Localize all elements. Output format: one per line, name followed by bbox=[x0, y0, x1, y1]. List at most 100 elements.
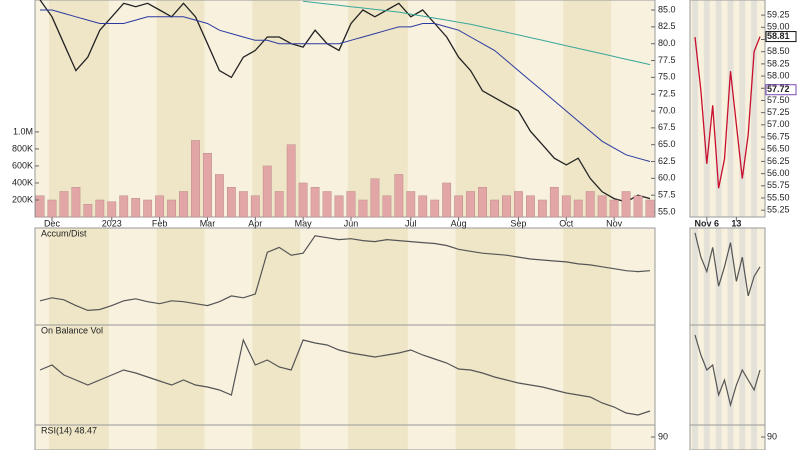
y-tick-label: 56.50 bbox=[767, 144, 790, 154]
day-band bbox=[739, 228, 746, 325]
month-band bbox=[48, 228, 109, 325]
x-tick-label: Sep bbox=[510, 218, 526, 228]
month-band bbox=[563, 228, 612, 325]
data-line bbox=[303, 0, 651, 66]
volume-bar bbox=[203, 152, 212, 218]
y-tick-label: 57.50 bbox=[767, 95, 790, 105]
volume-bar bbox=[442, 182, 452, 218]
volume-bar bbox=[549, 187, 559, 218]
month-band bbox=[347, 228, 408, 325]
day-band bbox=[703, 325, 710, 425]
volume-bar bbox=[573, 199, 583, 218]
x-tick-label: Nov 6 bbox=[695, 218, 720, 228]
data-line bbox=[39, 338, 651, 416]
volume-bar bbox=[454, 195, 464, 218]
y-tick-label: 67.5 bbox=[658, 122, 676, 132]
x-tick-label: Jul bbox=[405, 218, 417, 228]
volume-bar bbox=[502, 195, 511, 218]
y-tick-label: 58.25 bbox=[767, 58, 790, 68]
volume-bar bbox=[215, 174, 224, 218]
panel-background bbox=[35, 425, 655, 450]
y-tick-label: 70.0 bbox=[658, 105, 676, 115]
panel-title: On Balance Vol bbox=[41, 325, 103, 335]
volume-bar bbox=[514, 191, 523, 218]
day-band bbox=[739, 425, 746, 450]
price-label-box bbox=[765, 31, 797, 43]
y-tick-label: 90 bbox=[658, 431, 668, 441]
y-tick-label: 85.0 bbox=[658, 4, 676, 14]
volume-bar bbox=[298, 182, 308, 218]
day-band bbox=[751, 0, 758, 217]
day-band bbox=[727, 425, 734, 450]
volume-bar bbox=[143, 199, 153, 218]
volume-bar bbox=[358, 199, 368, 218]
volume-bar bbox=[35, 195, 45, 218]
volume-bar bbox=[47, 199, 57, 218]
volume-bar bbox=[537, 199, 547, 218]
day-band bbox=[692, 0, 698, 217]
price-label: 57.72 bbox=[767, 84, 790, 94]
y-tick-label: 200K bbox=[12, 194, 33, 204]
volume-bar bbox=[167, 199, 176, 218]
month-band bbox=[48, 325, 109, 425]
month-band bbox=[252, 325, 301, 425]
y-tick-label: 75.0 bbox=[658, 72, 676, 82]
volume-bar bbox=[322, 191, 332, 218]
price-label-box bbox=[765, 84, 797, 96]
y-tick-label: 55.0 bbox=[658, 206, 676, 216]
y-tick-label: 65.0 bbox=[658, 139, 676, 149]
y-tick-label: 400K bbox=[12, 177, 33, 187]
volume-bar bbox=[585, 191, 595, 218]
x-tick-label: 13 bbox=[731, 218, 741, 228]
volume-bar bbox=[83, 204, 93, 218]
y-tick-label: 82.5 bbox=[658, 21, 676, 31]
volume-bar bbox=[191, 140, 200, 218]
day-band bbox=[703, 228, 710, 325]
volume-bar bbox=[179, 191, 188, 218]
y-tick-label: 59.00 bbox=[767, 22, 790, 32]
y-tick-label: 55.25 bbox=[767, 205, 790, 215]
volume-bar bbox=[621, 191, 631, 218]
y-tick-label: 57.25 bbox=[767, 107, 790, 117]
volume-bar bbox=[131, 198, 141, 218]
volume-bar bbox=[346, 191, 356, 218]
x-tick-label: Apr bbox=[248, 218, 262, 228]
x-tick-label: Dec bbox=[44, 218, 61, 228]
month-band bbox=[455, 325, 516, 425]
day-band bbox=[715, 325, 722, 425]
day-band bbox=[727, 325, 734, 425]
month-band bbox=[563, 425, 612, 450]
data-line bbox=[39, 0, 651, 203]
y-tick-label: 80.0 bbox=[658, 38, 676, 48]
volume-bar bbox=[597, 195, 607, 218]
panel-background bbox=[35, 0, 655, 217]
volume-bar bbox=[59, 191, 69, 218]
month-band bbox=[252, 425, 301, 450]
volume-bar bbox=[406, 191, 416, 218]
y-tick-label: 56.75 bbox=[767, 131, 790, 141]
x-tick-label: Nov bbox=[606, 218, 623, 228]
volume-bar bbox=[561, 195, 571, 218]
volume-bar bbox=[238, 191, 248, 218]
panel-border bbox=[689, 0, 766, 218]
panel-background bbox=[35, 228, 655, 325]
y-tick-label: 60.0 bbox=[658, 173, 676, 183]
volume-bar bbox=[107, 201, 117, 218]
panel-border bbox=[34, 0, 656, 218]
volume-bar bbox=[370, 178, 380, 218]
y-tick-label: 58.50 bbox=[767, 46, 790, 56]
y-tick-label: 58.00 bbox=[767, 70, 790, 80]
day-band bbox=[692, 228, 698, 325]
day-band bbox=[715, 228, 722, 325]
month-band bbox=[48, 425, 109, 450]
month-band bbox=[563, 325, 612, 425]
y-tick-label: 57.5 bbox=[658, 190, 676, 200]
y-tick-label: 56.00 bbox=[767, 168, 790, 178]
volume-bar bbox=[310, 187, 320, 218]
volume-bar bbox=[633, 195, 643, 218]
month-band bbox=[252, 228, 301, 325]
panel-title: Accum/Dist bbox=[41, 228, 87, 238]
y-tick-label: 55.50 bbox=[767, 192, 790, 202]
volume-bar bbox=[155, 195, 164, 218]
